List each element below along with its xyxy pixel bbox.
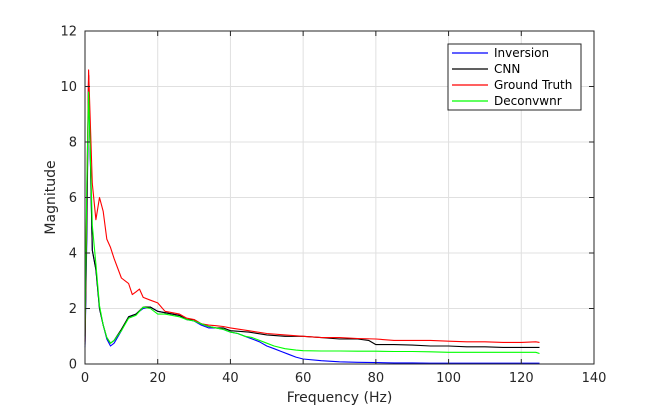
x-tick-label: 80 [368, 371, 385, 386]
y-tick-label: 10 [60, 80, 77, 95]
series-layer [84, 69, 540, 364]
x-tick-label: 20 [149, 371, 166, 386]
x-tick-label: 100 [436, 371, 461, 386]
legend-label-cnn: CNN [494, 62, 520, 76]
legend-box [447, 43, 582, 111]
y-tick-label: 2 [69, 302, 77, 317]
series-line-deconvwnr [84, 91, 540, 355]
x-tick-label: 0 [81, 371, 89, 386]
x-tick-label: 140 [582, 371, 607, 386]
y-tick-label: 12 [60, 25, 77, 40]
y-axis-label: Magnitude [43, 160, 59, 234]
x-tick-label: 40 [222, 371, 239, 386]
y-tick-label: 8 [69, 136, 77, 151]
ticks: 0 20 40 60 80 100 120 140 0 2 4 6 8 10 12 [60, 25, 606, 387]
x-tick-label: 60 [295, 371, 312, 386]
series-line-ground-truth [84, 69, 540, 343]
y-tick-label: 6 [69, 191, 77, 206]
x-tick-label: 120 [509, 371, 534, 386]
legend-label-ground-truth: Ground Truth [494, 78, 572, 92]
x-axis-label: Frequency (Hz) [287, 390, 393, 406]
legend: Inversion CNN Ground Truth Deconvwnr [447, 43, 582, 111]
legend-label-inversion: Inversion [494, 46, 549, 60]
legend-label-deconvwnr: Deconvwnr [494, 94, 562, 108]
y-tick-label: 0 [69, 358, 77, 373]
y-tick-label: 4 [69, 247, 77, 262]
